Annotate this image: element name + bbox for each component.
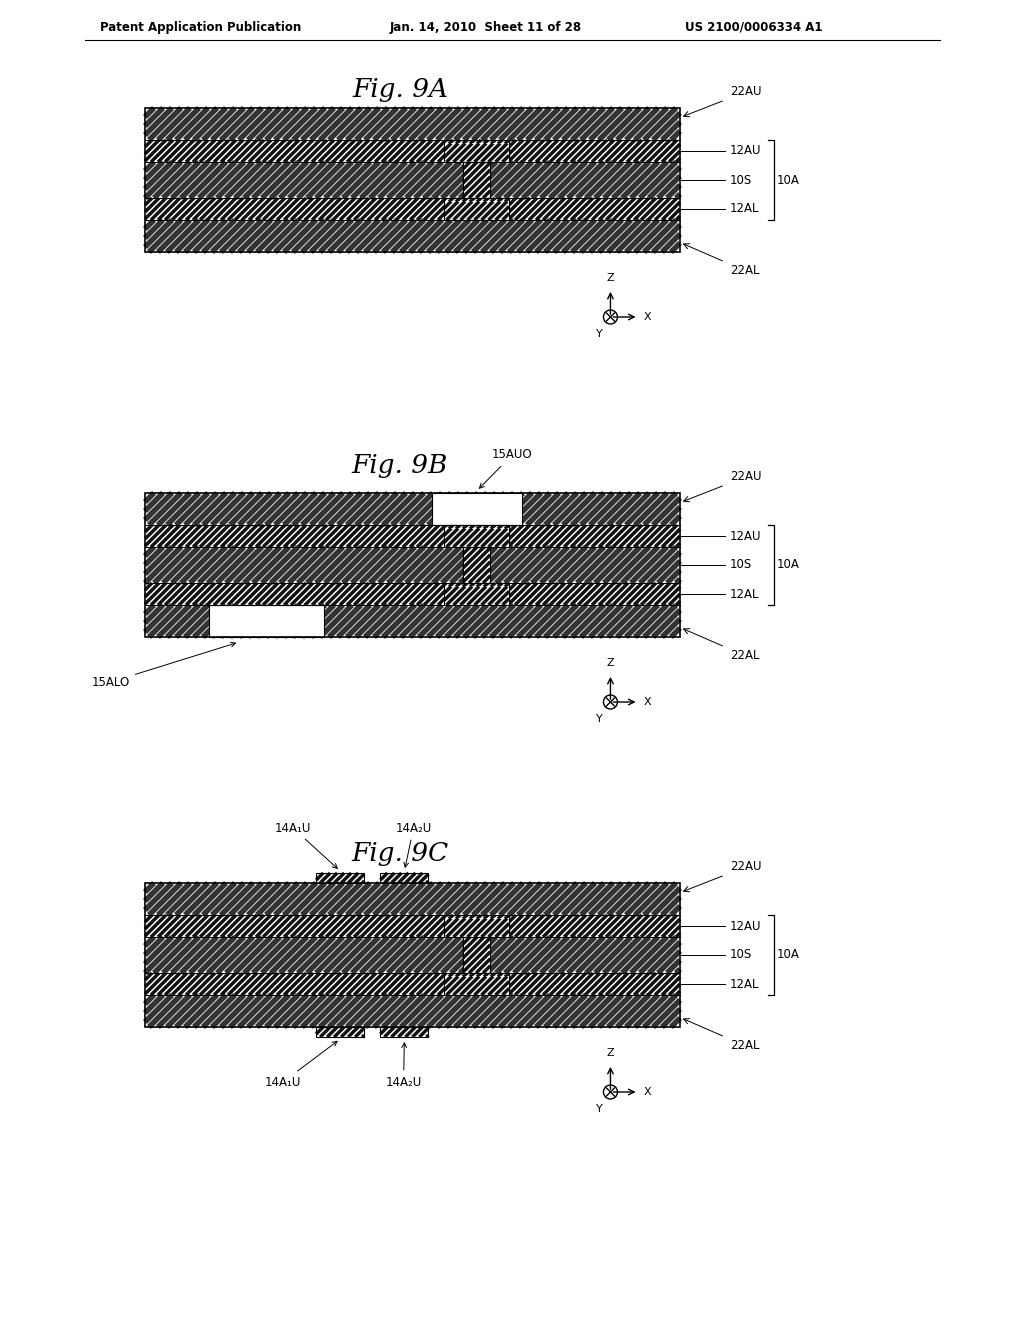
Text: 10A: 10A bbox=[777, 949, 800, 961]
Bar bbox=[444, 919, 509, 937]
Bar bbox=[316, 1027, 365, 1038]
Bar bbox=[209, 605, 325, 638]
Text: Fig. 9B: Fig. 9B bbox=[352, 453, 449, 478]
Bar bbox=[145, 140, 680, 162]
Text: Fig. 9C: Fig. 9C bbox=[351, 841, 449, 866]
Text: 15ALO: 15ALO bbox=[92, 643, 236, 689]
Text: 15AUO: 15AUO bbox=[479, 449, 532, 488]
Text: 10S: 10S bbox=[730, 558, 753, 572]
Text: 12AL: 12AL bbox=[730, 978, 760, 990]
Bar bbox=[145, 883, 680, 1027]
Bar bbox=[463, 937, 490, 973]
Bar bbox=[463, 162, 490, 198]
Bar bbox=[463, 162, 490, 198]
Text: 14A₁U: 14A₁U bbox=[265, 1041, 337, 1089]
Bar bbox=[463, 937, 490, 973]
Text: X: X bbox=[643, 697, 651, 708]
Text: 12AU: 12AU bbox=[730, 920, 762, 932]
Text: Z: Z bbox=[606, 657, 614, 668]
Bar bbox=[444, 201, 509, 220]
Bar bbox=[463, 546, 490, 583]
Bar bbox=[145, 937, 680, 973]
Bar bbox=[444, 140, 509, 162]
Bar bbox=[145, 108, 680, 140]
Bar bbox=[444, 528, 509, 546]
Text: 12AL: 12AL bbox=[730, 202, 760, 215]
Bar bbox=[444, 144, 509, 162]
Text: 22AU: 22AU bbox=[730, 861, 762, 873]
Bar bbox=[444, 586, 509, 605]
Text: X: X bbox=[643, 312, 651, 322]
Text: Z: Z bbox=[606, 1048, 614, 1059]
Bar bbox=[444, 915, 509, 937]
Text: 12AU: 12AU bbox=[730, 529, 762, 543]
Text: 22AU: 22AU bbox=[730, 470, 762, 483]
Text: 14A₂U: 14A₂U bbox=[395, 821, 432, 867]
Text: 10S: 10S bbox=[730, 173, 753, 186]
Text: Patent Application Publication: Patent Application Publication bbox=[100, 21, 301, 33]
Text: 22AU: 22AU bbox=[730, 84, 762, 98]
Bar bbox=[380, 873, 428, 883]
Text: Y: Y bbox=[596, 1104, 603, 1114]
Bar bbox=[380, 873, 428, 883]
Text: Fig. 9A: Fig. 9A bbox=[352, 78, 449, 103]
Bar bbox=[145, 546, 680, 583]
Bar bbox=[316, 873, 365, 883]
Bar bbox=[444, 977, 509, 995]
Bar bbox=[145, 492, 680, 525]
Text: Y: Y bbox=[596, 714, 603, 723]
Bar bbox=[145, 883, 680, 915]
Bar bbox=[380, 1027, 428, 1038]
Text: 10A: 10A bbox=[777, 173, 800, 186]
Bar bbox=[432, 492, 521, 525]
Bar bbox=[145, 220, 680, 252]
Bar bbox=[145, 583, 680, 605]
Text: 10S: 10S bbox=[730, 949, 753, 961]
Bar bbox=[463, 546, 490, 583]
Text: US 2100/0006334 A1: US 2100/0006334 A1 bbox=[685, 21, 822, 33]
Bar bbox=[145, 995, 680, 1027]
Bar bbox=[380, 1027, 428, 1038]
Text: Z: Z bbox=[606, 273, 614, 282]
Bar bbox=[444, 583, 509, 605]
Text: 12AU: 12AU bbox=[730, 144, 762, 157]
Bar bbox=[145, 973, 680, 995]
Bar bbox=[145, 108, 680, 252]
Bar bbox=[145, 198, 680, 220]
Text: Y: Y bbox=[596, 329, 603, 339]
Bar bbox=[444, 198, 509, 220]
Bar bbox=[316, 1027, 365, 1038]
Bar bbox=[316, 873, 365, 883]
Bar bbox=[145, 605, 680, 638]
Text: 14A₂U: 14A₂U bbox=[385, 1043, 422, 1089]
Bar bbox=[444, 525, 509, 546]
Text: 14A₁U: 14A₁U bbox=[274, 821, 337, 869]
Bar bbox=[145, 162, 680, 198]
Text: 10A: 10A bbox=[777, 558, 800, 572]
Text: X: X bbox=[643, 1086, 651, 1097]
Text: 12AL: 12AL bbox=[730, 587, 760, 601]
Bar bbox=[145, 915, 680, 937]
Bar bbox=[145, 492, 680, 638]
Text: Jan. 14, 2010  Sheet 11 of 28: Jan. 14, 2010 Sheet 11 of 28 bbox=[390, 21, 582, 33]
Text: 22AL: 22AL bbox=[730, 649, 760, 663]
Text: 22AL: 22AL bbox=[730, 1039, 760, 1052]
Bar bbox=[145, 525, 680, 546]
Text: 22AL: 22AL bbox=[730, 264, 760, 277]
Bar bbox=[444, 973, 509, 995]
